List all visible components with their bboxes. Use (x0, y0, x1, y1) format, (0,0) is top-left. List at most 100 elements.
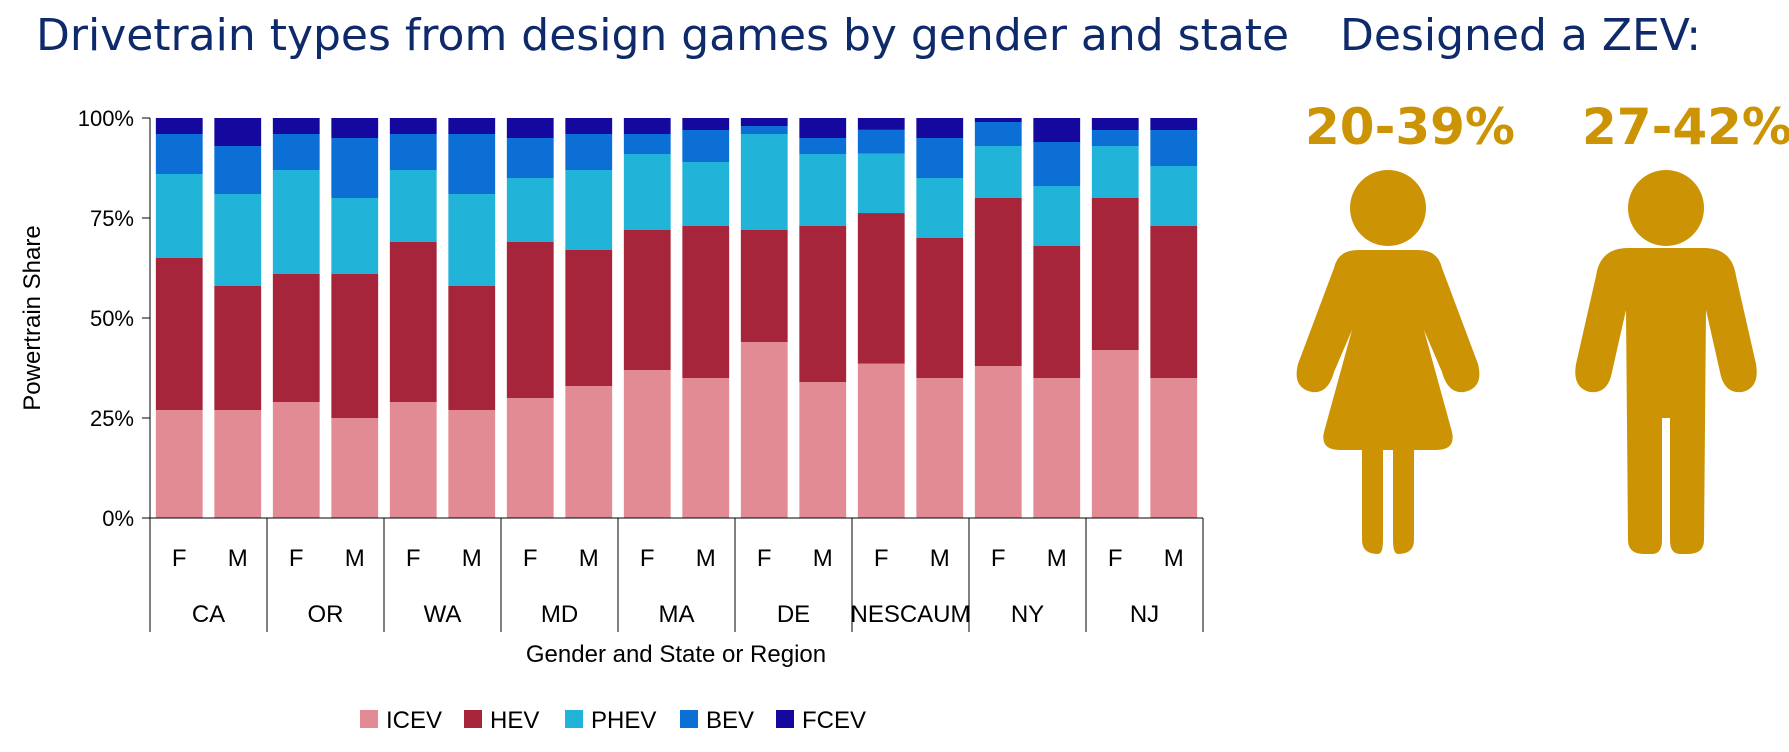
chart-title: Drivetrain types from design games by ge… (36, 10, 1290, 61)
bar-segment-hev-or-f (272, 274, 320, 402)
bar-segment-fcev-nescaum-m (916, 118, 964, 138)
x-group-label: MA (659, 601, 695, 628)
x-sub-label: F (874, 545, 889, 572)
x-sub-label: M (345, 545, 365, 572)
bar-segment-fcev-or-m (331, 118, 379, 138)
bar-segment-phev-de-f (740, 134, 788, 230)
bar-segment-phev-ny-m (1033, 186, 1081, 246)
x-sub-label: M (813, 545, 833, 572)
y-tick-label: 25% (90, 406, 134, 431)
bar-segment-phev-nj-m (1150, 166, 1198, 226)
x-group-label: WA (424, 601, 462, 628)
bar-segment-bev-md-m (565, 134, 613, 170)
legend-swatch-fcev (776, 710, 794, 728)
bar-segment-icev-or-f (272, 402, 320, 518)
y-tick-label: 100% (78, 106, 134, 131)
y-tick-label: 50% (90, 306, 134, 331)
bar-segment-phev-nescaum-f (857, 153, 905, 214)
bar-segment-hev-ca-m (214, 286, 262, 410)
y-tick-label: 0% (102, 506, 134, 531)
bar-segment-bev-nescaum-m (916, 138, 964, 178)
x-sub-label: F (640, 545, 655, 572)
bar-segment-fcev-wa-m (448, 118, 496, 134)
x-sub-label: F (289, 545, 304, 572)
bar-segment-phev-ma-f (623, 154, 671, 230)
bar-segment-icev-nescaum-m (916, 378, 964, 518)
bar-segment-bev-de-m (799, 138, 847, 154)
x-group-label: NY (1011, 601, 1044, 628)
bar-segment-bev-md-f (506, 138, 554, 178)
bar-segment-hev-ma-f (623, 230, 671, 370)
bar-segment-fcev-de-f (740, 118, 788, 126)
bar-segment-hev-nj-m (1150, 226, 1198, 378)
bar-segment-icev-md-f (506, 398, 554, 518)
bar-segment-bev-ca-f (155, 134, 203, 174)
x-group-label: DE (777, 601, 810, 628)
x-sub-label: M (1047, 545, 1067, 572)
bar-segment-icev-ma-f (623, 370, 671, 518)
bar-segment-fcev-md-f (506, 118, 554, 138)
x-sub-label: M (462, 545, 482, 572)
bar-segment-fcev-ma-f (623, 118, 671, 134)
bar-segment-fcev-md-m (565, 118, 613, 134)
legend-swatch-icev (360, 710, 378, 728)
bar-segment-phev-nescaum-m (916, 178, 964, 238)
bar-segment-icev-de-m (799, 382, 847, 518)
x-sub-label: M (579, 545, 599, 572)
bar-segment-fcev-ny-f (974, 118, 1022, 122)
bar-segment-phev-ca-m (214, 194, 262, 286)
bar-segment-phev-or-m (331, 198, 379, 274)
bar-segment-icev-ca-m (214, 410, 262, 518)
bar-segment-fcev-wa-f (389, 118, 437, 134)
x-sub-label: M (930, 545, 950, 572)
bar-segment-hev-de-m (799, 226, 847, 382)
female-zev-percent: 20-39% (1305, 98, 1516, 156)
x-group-label: OR (308, 601, 344, 628)
bar-segment-fcev-ca-f (155, 118, 203, 134)
y-axis-label: Powertrain Share (19, 225, 46, 410)
legend-swatch-bev (680, 710, 698, 728)
bar-segment-hev-de-f (740, 230, 788, 342)
bar-segment-bev-wa-f (389, 134, 437, 170)
bar-segment-bev-wa-m (448, 134, 496, 194)
bar-segment-icev-ca-f (155, 410, 203, 518)
bar-segment-phev-ca-f (155, 174, 203, 258)
legend-label-bev: BEV (706, 707, 754, 734)
legend-label-icev: ICEV (386, 707, 442, 734)
legend-swatch-hev (464, 710, 482, 728)
bar-segment-fcev-ca-m (214, 118, 262, 146)
bar-segment-phev-de-m (799, 154, 847, 226)
bar-segment-icev-wa-m (448, 410, 496, 518)
x-sub-label: F (757, 545, 772, 572)
bars (155, 118, 1198, 518)
bar-segment-hev-wa-f (389, 242, 437, 402)
x-sub-label: F (991, 545, 1006, 572)
bar-segment-bev-nescaum-f (857, 129, 905, 154)
bar-segment-icev-ny-f (974, 366, 1022, 518)
bar-segment-icev-ny-m (1033, 378, 1081, 518)
x-sub-label: M (1164, 545, 1184, 572)
legend-swatch-phev (565, 710, 583, 728)
y-tick-labels: 0% 25% 50% 75% 100% (78, 106, 134, 531)
bar-segment-icev-de-f (740, 342, 788, 518)
legend-label-fcev: FCEV (802, 707, 866, 734)
legend: ICEV HEV PHEV BEV FCEV (360, 707, 866, 734)
x-sub-label: M (228, 545, 248, 572)
bar-segment-bev-ma-f (623, 134, 671, 154)
bar-segment-phev-wa-m (448, 194, 496, 286)
x-sub-label: F (172, 545, 187, 572)
bar-segment-fcev-de-m (799, 118, 847, 138)
bar-segment-hev-or-m (331, 274, 379, 418)
male-person-icon (1575, 170, 1757, 554)
bar-segment-bev-or-m (331, 138, 379, 198)
bar-segment-hev-nj-f (1091, 198, 1139, 350)
bar-segment-fcev-ma-m (682, 118, 730, 130)
x-sub-label: M (696, 545, 716, 572)
bar-segment-fcev-nescaum-f (857, 118, 905, 130)
x-axis-label: Gender and State or Region (526, 641, 826, 668)
bar-segment-phev-nj-f (1091, 146, 1139, 198)
bar-segment-bev-or-f (272, 134, 320, 170)
bar-segment-hev-md-m (565, 250, 613, 386)
bar-segment-phev-ma-m (682, 162, 730, 226)
bar-segment-phev-or-f (272, 170, 320, 274)
